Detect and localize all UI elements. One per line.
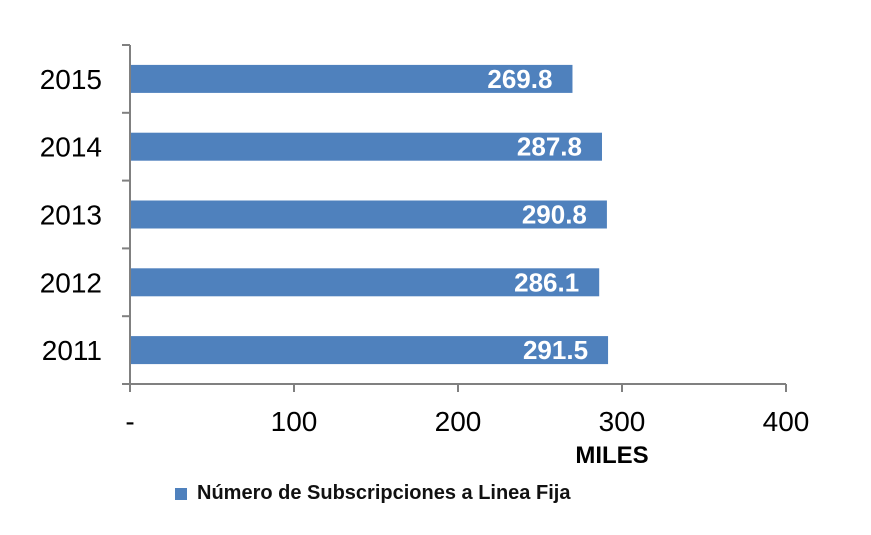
y-tick-label: 2011 — [42, 335, 102, 366]
x-tick-label: 100 — [271, 406, 318, 437]
y-tick-label: 2013 — [40, 200, 102, 231]
bar — [131, 64, 573, 93]
bar-value-label: 286.1 — [514, 267, 579, 297]
bar — [131, 268, 600, 297]
legend-label: Número de Subscripciones a Linea Fija — [197, 482, 571, 504]
y-tick-label: 2012 — [40, 267, 102, 298]
legend-swatch — [175, 487, 187, 500]
bar-value-label: 287.8 — [517, 132, 582, 162]
y-ticks-group: 2015 2014 2013 2012 2011 — [40, 44, 130, 385]
bar-value-label: 269.8 — [487, 64, 552, 94]
x-tick-label: - — [125, 406, 134, 437]
legend: Número de Subscripciones a Linea Fija — [175, 482, 570, 505]
y-tick-label: 2014 — [40, 132, 102, 163]
x-tick-label: 400 — [763, 406, 810, 437]
bar — [131, 132, 602, 161]
bar — [131, 336, 609, 365]
y-tick-label: 2015 — [40, 64, 102, 95]
bar-value-label: 290.8 — [522, 200, 587, 230]
x-axis-title: MILES — [575, 442, 648, 469]
x-tick-label: 200 — [435, 406, 482, 437]
x-ticks-group: - 100 200 300 400 — [125, 384, 809, 437]
bar — [131, 200, 607, 229]
bar-value-label: 291.5 — [523, 335, 588, 365]
bars-group: 269.8 287.8 290.8 286.1 291.5 — [131, 64, 609, 365]
x-tick-label: 300 — [599, 406, 646, 437]
